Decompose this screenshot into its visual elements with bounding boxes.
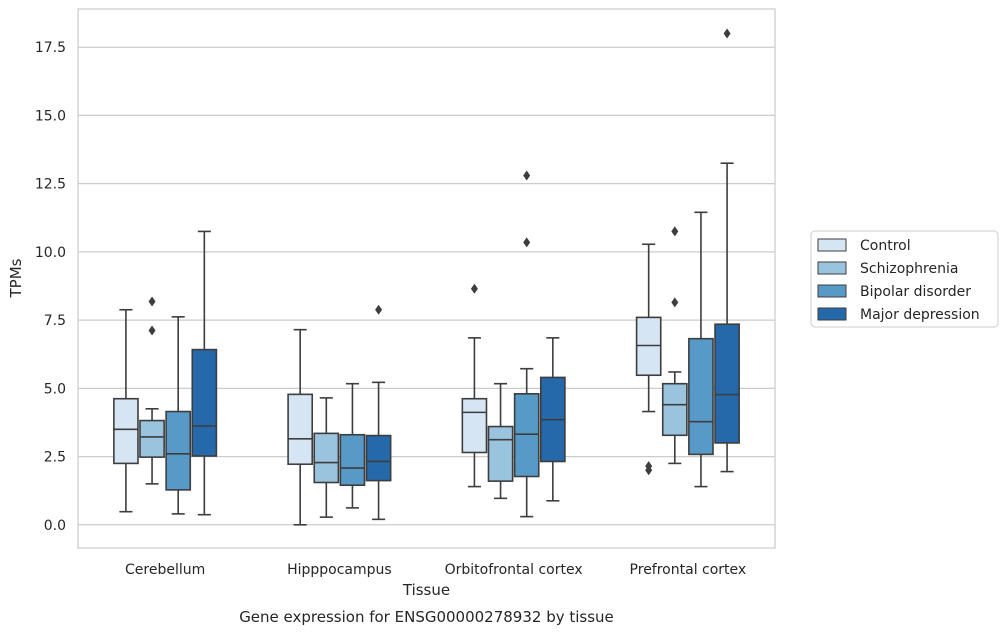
box-iqr bbox=[688, 337, 714, 456]
y-tick-label: 0.0 bbox=[44, 518, 66, 534]
outlier-point bbox=[723, 28, 731, 39]
box-iqr bbox=[165, 410, 192, 491]
y-tick-label: 2.5 bbox=[44, 450, 66, 466]
box-major-depression bbox=[191, 230, 218, 516]
legend-swatch bbox=[817, 238, 847, 252]
box-iqr bbox=[113, 397, 139, 465]
legend-box bbox=[810, 230, 999, 328]
x-tick-labels: Cerebellum Hipppocampus Orbitofrontal cort… bbox=[125, 562, 746, 578]
outlier-point bbox=[375, 304, 383, 315]
legend-swatch bbox=[817, 284, 847, 298]
y-tick-label: 7.5 bbox=[44, 313, 66, 329]
box-groups bbox=[113, 28, 740, 526]
box-iqr bbox=[139, 419, 165, 458]
y-tick-label: 10.0 bbox=[35, 245, 66, 261]
outlier-point bbox=[523, 237, 531, 248]
x-axis-label: Tissue bbox=[402, 581, 450, 599]
box-bipolar-disorder bbox=[165, 316, 192, 515]
box-major-depression bbox=[539, 337, 566, 502]
x-tick-label: Prefrontal cortex bbox=[630, 562, 747, 578]
box-iqr bbox=[365, 434, 392, 482]
outlier-point bbox=[523, 170, 531, 181]
plot-frame bbox=[77, 8, 776, 549]
box-bipolar-disorder bbox=[688, 211, 714, 488]
outlier-point bbox=[671, 297, 679, 308]
legend-swatch bbox=[817, 261, 847, 275]
box-iqr bbox=[287, 393, 314, 466]
chart-caption: Gene expression for ENSG00000278932 by t… bbox=[239, 608, 614, 626]
legend: Control Schizophrenia Bipolar disorder Majo… bbox=[810, 230, 999, 328]
box-iqr bbox=[339, 433, 366, 487]
y-tick-label: 17.5 bbox=[35, 40, 66, 56]
box-iqr bbox=[635, 316, 662, 377]
legend-entry: Schizophrenia bbox=[860, 261, 958, 277]
box-schizophrenia bbox=[313, 397, 340, 518]
box-iqr bbox=[487, 425, 514, 482]
x-tick-label: Orbitofrontal cortex bbox=[445, 562, 583, 578]
box-control bbox=[287, 328, 314, 526]
y-tick-label: 12.5 bbox=[35, 177, 66, 193]
x-tick-label: Hipppocampus bbox=[287, 562, 392, 578]
box-control bbox=[113, 308, 139, 513]
x-tick-label: Cerebellum bbox=[125, 562, 205, 578]
box-bipolar-disorder bbox=[513, 170, 540, 518]
outlier-point bbox=[148, 296, 156, 307]
box-iqr bbox=[714, 323, 740, 444]
legend-swatch bbox=[817, 307, 847, 321]
box-iqr bbox=[313, 432, 340, 484]
y-axis-label: TPMs bbox=[7, 258, 25, 298]
box-major-depression bbox=[714, 28, 740, 473]
box-iqr bbox=[513, 393, 540, 478]
outlier-point bbox=[671, 226, 679, 237]
box-iqr bbox=[461, 397, 488, 454]
outlier-point bbox=[148, 325, 156, 336]
outlier-point bbox=[645, 461, 653, 472]
box-iqr bbox=[191, 348, 218, 457]
box-control bbox=[635, 243, 662, 476]
y-tick-label: 5.0 bbox=[44, 381, 66, 397]
y-tick-labels: 0.0 2.5 5.0 7.5 10.0 12.5 15.0 17.5 bbox=[35, 40, 66, 534]
box-major-depression bbox=[365, 304, 392, 521]
box-schizophrenia bbox=[487, 382, 514, 500]
box-bipolar-disorder bbox=[339, 382, 366, 509]
legend-entry: Bipolar disorder bbox=[860, 284, 971, 300]
box-control bbox=[461, 283, 488, 488]
box-schizophrenia bbox=[661, 226, 688, 465]
legend-entry: Major depression bbox=[860, 307, 980, 323]
box-schizophrenia bbox=[139, 296, 165, 485]
outlier-point bbox=[470, 283, 478, 294]
y-tick-label: 15.0 bbox=[35, 108, 66, 124]
box-iqr bbox=[661, 382, 688, 437]
legend-entry: Control bbox=[860, 238, 911, 254]
